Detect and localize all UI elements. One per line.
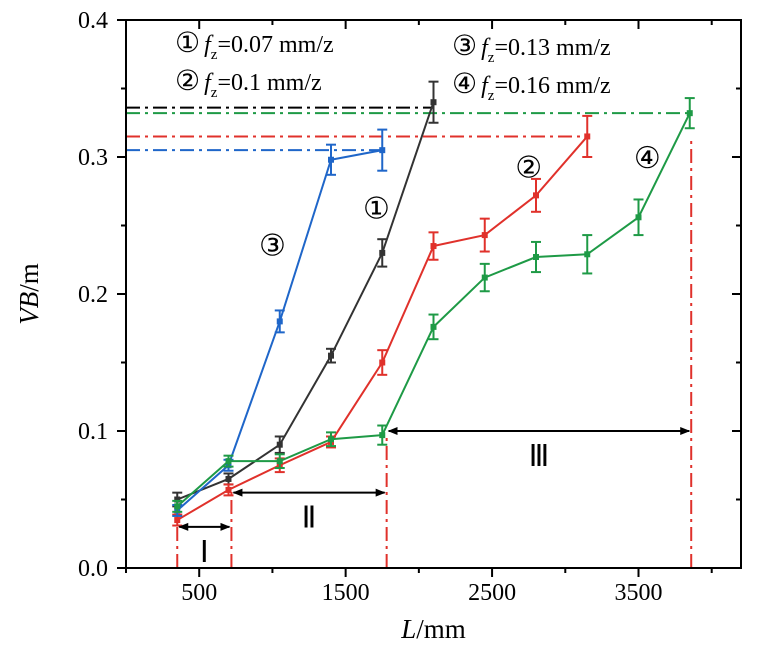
y-tick-label: 0.3 (78, 145, 108, 171)
legend-value: =0.07 mm/z (217, 32, 333, 58)
legend-entry: ③ fz=0.13 mm/z (452, 31, 611, 66)
x-tick-label: 3500 (615, 580, 663, 606)
legend-sub: z (488, 88, 495, 104)
x-ticks: 500 1500 2500 3500 (125, 20, 713, 606)
data-point (328, 352, 334, 359)
data-point (225, 458, 232, 465)
x-tick-label: 500 (181, 580, 217, 606)
x-axis-title-var: L (400, 614, 416, 644)
data-point (328, 436, 334, 443)
data-point (276, 458, 283, 465)
stage-boundary-lines (176, 136, 693, 568)
data-point (174, 517, 181, 524)
data-point (584, 133, 591, 140)
x-tick-label: 2500 (468, 580, 516, 606)
series-1-line (176, 101, 435, 501)
legend: ① fz=0.07 mm/z② fz=0.1 mm/z③ fz=0.13 mm/z④ f… (175, 28, 611, 104)
legend-entry: ① fz=0.07 mm/z (175, 28, 334, 63)
data-point (584, 251, 591, 258)
legend-value: =0.13 mm/z (494, 35, 610, 61)
curve-label: ① (363, 193, 390, 226)
y-ticks: 0.0 0.1 0.2 0.3 0.4 (78, 8, 741, 582)
curve-label: ③ (259, 230, 286, 263)
data-point (430, 243, 437, 250)
data-point (379, 147, 386, 154)
y-axis-title: VB/m (14, 263, 44, 325)
legend-var: f (481, 35, 491, 61)
data-point (328, 156, 334, 163)
data-point (379, 249, 386, 256)
series-4 (172, 97, 695, 513)
series-1 (172, 80, 439, 508)
curve-label: ② (515, 152, 542, 185)
y-tick-label: 0.4 (78, 8, 108, 34)
stage-label: Ⅲ (529, 440, 550, 473)
legend-var: f (204, 70, 214, 96)
data-point (635, 214, 642, 221)
curve-labels: ① ② ③ ④ (259, 142, 661, 263)
legend-var: f (204, 32, 214, 58)
legend-sub: z (211, 85, 218, 101)
legend-number: ① (175, 28, 200, 59)
data-point (379, 359, 386, 366)
stage-label: Ⅱ (302, 502, 317, 535)
x-axis-title: L/mm (400, 614, 466, 644)
reference-lines (126, 106, 690, 152)
data-point (225, 475, 232, 482)
series-4-line (176, 112, 691, 508)
x-axis-title-unit: /mm (416, 614, 466, 644)
legend-sub: z (211, 47, 218, 63)
legend-number: ③ (452, 31, 477, 62)
data-point (174, 496, 181, 503)
stage-annotations: Ⅰ Ⅱ Ⅲ (178, 427, 691, 569)
series-2 (172, 114, 593, 527)
legend-entry: ④ fz=0.16 mm/z (452, 69, 611, 104)
legend-var: f (481, 73, 491, 99)
data-point (379, 432, 386, 439)
legend-sub: z (488, 50, 495, 66)
legend-entry: ② fz=0.1 mm/z (175, 66, 322, 101)
data-point (276, 318, 283, 325)
data-point (174, 503, 181, 510)
data-point (533, 254, 539, 261)
y-tick-label: 0.0 (78, 556, 108, 582)
x-tick-label: 1500 (322, 580, 370, 606)
curve-label: ④ (634, 142, 661, 175)
legend-number: ② (175, 66, 200, 97)
y-axis-title-unit: /m (14, 263, 44, 292)
data-point (481, 232, 488, 239)
data-point (533, 192, 539, 199)
data-point (225, 486, 232, 493)
data-point (276, 441, 283, 448)
data-point (430, 323, 437, 330)
stage-label: Ⅰ (200, 536, 209, 569)
series-layer (172, 80, 695, 527)
data-point (430, 99, 437, 106)
legend-value: =0.16 mm/z (494, 73, 610, 99)
y-tick-label: 0.2 (78, 282, 108, 308)
data-point (481, 274, 488, 281)
legend-number: ④ (452, 69, 477, 100)
data-point (686, 110, 693, 117)
legend-value: =0.1 mm/z (217, 70, 321, 96)
y-axis-title-var: VB (14, 292, 44, 325)
y-tick-label: 0.1 (78, 419, 108, 445)
